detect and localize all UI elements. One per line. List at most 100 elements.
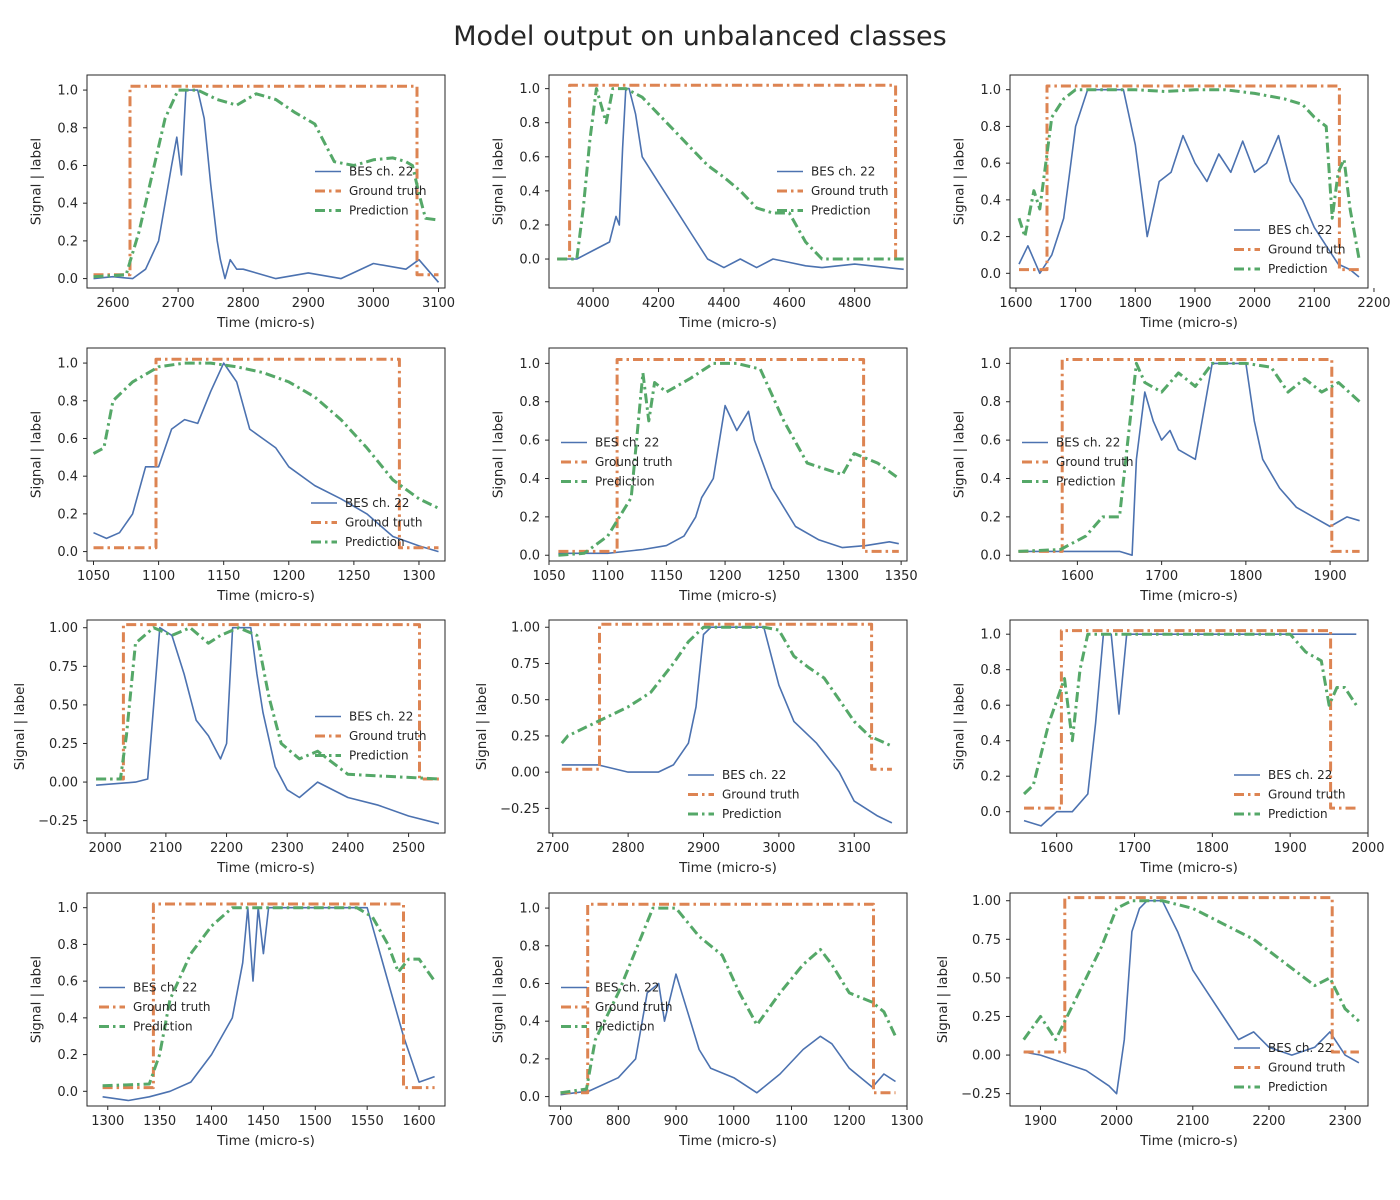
y-tick-label: 0.8	[980, 120, 1001, 135]
x-tick-label: 1400	[195, 1114, 228, 1129]
x-tick-label: 2000	[1238, 296, 1271, 311]
x-tick-label: 1000	[717, 1114, 750, 1129]
y-tick-label: 1.00	[511, 621, 540, 636]
legend-label: Prediction	[133, 1020, 193, 1034]
y-tick-label: −0.25	[38, 814, 78, 829]
y-tick-label: 0.8	[57, 394, 78, 409]
x-tick-label: 3000	[357, 296, 390, 311]
y-tick-label: 0.6	[980, 157, 1001, 172]
series-line-prediction	[560, 906, 897, 1095]
legend-label: BES ch. 22	[1268, 1041, 1332, 1055]
series-line-truth	[102, 902, 435, 1090]
x-tick-label: 2100	[1298, 296, 1331, 311]
x-axis-label: Time (micro-s)	[678, 315, 777, 331]
legend-label: BES ch. 22	[1268, 768, 1332, 782]
legend-label: Ground truth	[1056, 455, 1134, 469]
x-tick-label: 1050	[77, 569, 110, 584]
x-tick-label: 2900	[687, 841, 720, 856]
x-tick-label: 1350	[143, 1114, 176, 1129]
subplot-1: 2600 2700 2800 2900 3000 3100 0.0 0.2 0.4 0.6 0.8 1…	[28, 74, 455, 331]
y-tick-label: 0.8	[519, 939, 540, 954]
subplot-9: 1600 1700 1800 1900 2000 0.0 0.2 0.4 0.6 0.8 1.0 Ti…	[951, 619, 1385, 876]
y-tick-label: 0.0	[57, 272, 78, 287]
x-tick-label: 2700	[536, 841, 569, 856]
axes-frame	[1009, 347, 1369, 562]
y-tick-label: 1.0	[980, 628, 1001, 643]
y-tick-label: 0.00	[49, 776, 78, 791]
y-axis-label: Signal | label	[28, 411, 44, 498]
x-tick-label: 3000	[762, 841, 795, 856]
legend-label: BES ch. 22	[722, 768, 786, 782]
x-tick-label: 1600	[1040, 841, 1073, 856]
x-axis-label: Time (micro-s)	[1139, 860, 1238, 876]
x-tick-label: 1600	[1061, 569, 1094, 584]
y-tick-label: 0.8	[519, 395, 540, 410]
legend-label: BES ch. 22	[349, 165, 413, 179]
series-line-truth	[1019, 84, 1359, 272]
legend: BES ch. 22 Ground truth Prediction	[561, 436, 673, 489]
legend: BES ch. 22 Ground truth Prediction	[777, 165, 889, 218]
x-axis-label: Time (micro-s)	[678, 588, 777, 604]
x-tick-label: 2200	[210, 841, 243, 856]
x-tick-label: 2000	[1100, 1114, 1133, 1129]
series-line-signal	[1018, 88, 1360, 278]
x-tick-label: 800	[606, 1114, 631, 1129]
legend-label: Ground truth	[811, 184, 889, 198]
subplot-6: 1600 1700 1800 1900 0.0 0.2 0.4 0.6 0.8 1.0 Time (…	[951, 347, 1369, 604]
legend-label: Ground truth	[1268, 243, 1346, 257]
y-tick-label: 0.0	[519, 253, 540, 268]
legend-label: BES ch. 22	[1268, 223, 1332, 237]
x-tick-label: 1900	[1024, 1114, 1057, 1129]
y-tick-label: 0.0	[519, 549, 540, 564]
series-line-signal	[1018, 362, 1360, 557]
x-tick-label: 1700	[1118, 841, 1151, 856]
y-tick-label: 0.6	[519, 977, 540, 992]
axes-frame	[548, 347, 908, 562]
y-tick-label: 0.75	[49, 660, 78, 675]
axes-frame	[548, 619, 908, 834]
y-tick-label: 0.0	[980, 267, 1001, 282]
subplot-8: 2700 2800 2900 3000 3100 −0.25 0.00 0.25 0.50 0.7…	[474, 619, 908, 876]
series-line-truth	[561, 622, 892, 771]
x-tick-label: 1050	[532, 569, 565, 584]
y-tick-label: 0.4	[980, 193, 1001, 208]
subplot-5: 1050 1100 1150 1200 1250 1300 1350 0.0 0.2 0.4 0.6…	[490, 347, 918, 604]
x-tick-label: 1300	[890, 1114, 923, 1129]
legend-label: BES ch. 22	[133, 981, 197, 995]
y-axis-label: Signal | label	[28, 138, 44, 225]
series-line-signal	[557, 87, 904, 271]
y-tick-label: 0.0	[980, 805, 1001, 820]
legend-label: Prediction	[811, 204, 871, 218]
y-tick-label: 0.25	[511, 729, 540, 744]
x-tick-label: 2300	[1329, 1114, 1362, 1129]
x-tick-label: 1150	[207, 569, 240, 584]
x-axis-label: Time (micro-s)	[216, 1133, 315, 1149]
y-tick-label: 1.0	[980, 83, 1001, 98]
y-axis-label: Signal | label	[951, 411, 967, 498]
x-tick-label: 1300	[402, 569, 435, 584]
y-tick-label: 1.0	[980, 357, 1001, 372]
legend-label: Ground truth	[349, 729, 427, 743]
x-tick-label: 1800	[1196, 841, 1229, 856]
subplot-11: 700 800 900 1000 1100 1200 1300 0.0 0.2 0.4 0.6 0.8…	[490, 892, 924, 1149]
legend-label: Prediction	[1268, 807, 1328, 821]
y-tick-label: 0.25	[972, 1010, 1001, 1025]
axes-frame	[86, 347, 446, 562]
axes-frame	[1009, 892, 1369, 1107]
legend-label: Prediction	[1268, 262, 1328, 276]
y-tick-label: 0.0	[57, 545, 78, 560]
x-tick-label: 1300	[91, 1114, 124, 1129]
y-tick-label: 0.2	[57, 1048, 78, 1063]
y-tick-label: 0.2	[519, 218, 540, 233]
legend-label: BES ch. 22	[811, 165, 875, 179]
legend-label: BES ch. 22	[595, 436, 659, 450]
x-tick-label: 1700	[1059, 296, 1092, 311]
subplot-2: 4000 4200 4400 4600 4800 0.0 0.2 0.4 0.6 0.8 1.0 Ti…	[490, 74, 908, 331]
x-tick-label: 2800	[612, 841, 645, 856]
x-tick-label: 1250	[767, 569, 800, 584]
y-axis-label: Signal | label	[12, 683, 28, 770]
series-line-truth	[93, 357, 439, 550]
figure-title: Model output on unbalanced classes	[453, 21, 946, 52]
x-tick-label: 2800	[227, 296, 260, 311]
